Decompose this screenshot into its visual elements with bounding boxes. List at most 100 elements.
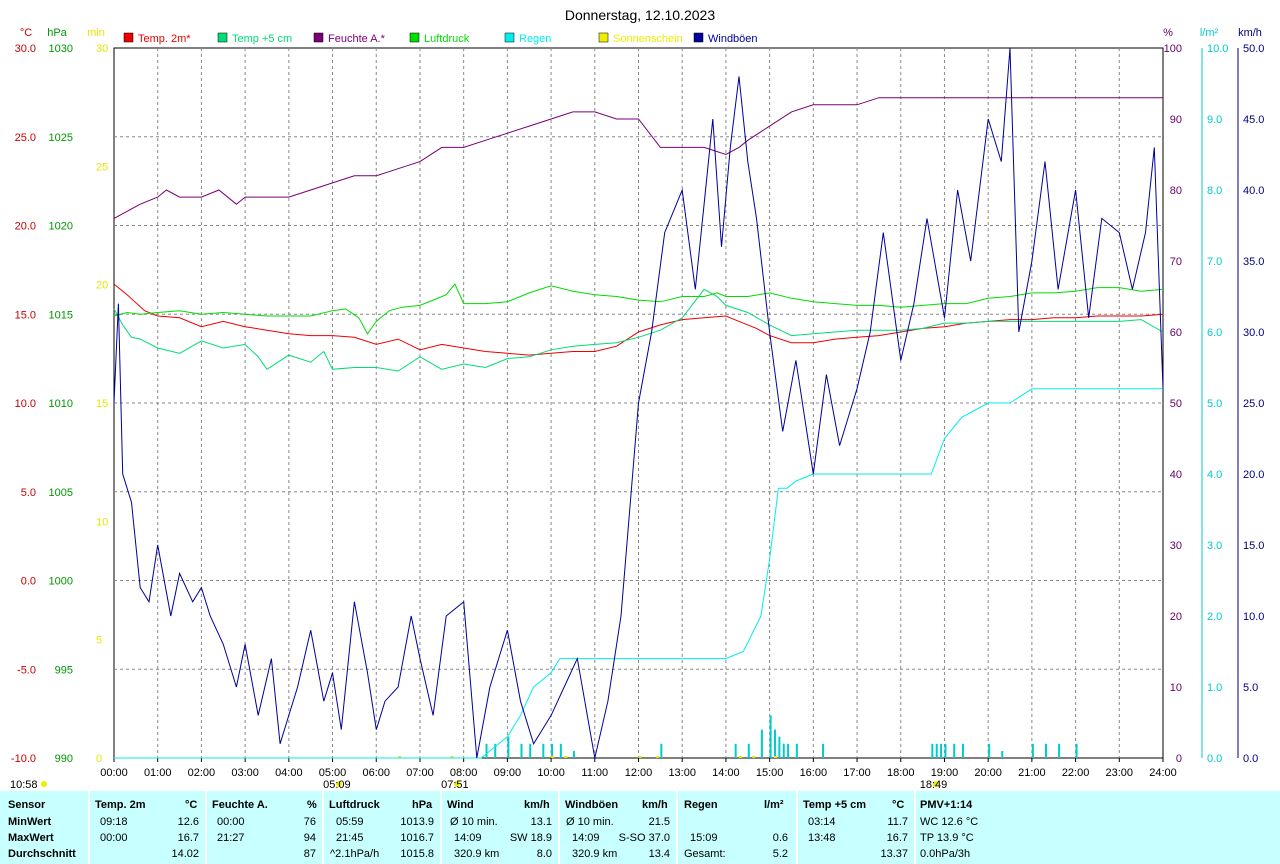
- rain-axis-tick: 2.0: [1207, 611, 1222, 623]
- rain-bar: [529, 743, 532, 758]
- pressure-title: Luftdruck: [329, 799, 380, 811]
- pressure-avg-label: ^2.1hPa/h: [330, 848, 380, 860]
- legend-label: Feuchte A.*: [328, 33, 386, 45]
- summary-col-pressure: Luftdruck hPa 05:59 1013.9 21:45 1016.7 …: [324, 791, 440, 864]
- x-axis-tick: 16:00: [800, 767, 828, 779]
- rain-bar: [507, 736, 510, 758]
- rain-bar: [542, 743, 545, 758]
- series-line-luftdruck: [113, 283, 1164, 335]
- sunshine-bar: [739, 756, 743, 758]
- rain-bar: [944, 743, 947, 758]
- rain-bar: [940, 743, 943, 758]
- pressure-axis-unit: hPa: [47, 27, 67, 39]
- temp-axis-tick: 10.0: [15, 398, 36, 410]
- humidity-axis-tick: 70: [1170, 256, 1182, 268]
- legend-label: Windböen: [708, 33, 758, 45]
- pressure-avg-val: 1015.8: [400, 848, 434, 860]
- rain-bar: [1044, 743, 1047, 758]
- temp5cm-min-time: 03:14: [808, 816, 836, 828]
- wind-unit: km/h: [524, 799, 550, 811]
- wind-axis-tick: 30.0: [1243, 327, 1264, 339]
- summary-col-labels: Sensor MinWert MaxWert Durchschnitt: [0, 791, 90, 864]
- temp5cm-max-time: 13:48: [808, 832, 836, 844]
- series-line-feuchte-a-: [113, 97, 1163, 219]
- legend-swatch: [123, 32, 134, 43]
- separator: [440, 791, 442, 864]
- pressure-axis-tick: 1030: [49, 43, 73, 55]
- humidity-avg-val: 87: [303, 848, 316, 860]
- temp-axis-tick: 25.0: [15, 132, 36, 144]
- temp5cm-max-val: 16.7: [886, 832, 908, 844]
- humidity-max-val: 94: [303, 832, 316, 844]
- legend-swatch: [693, 32, 704, 43]
- summary-col-pmv: PMV+1:14 WC 12.6 °C TP 13.9 °C 0.0hPa/3h: [916, 791, 1036, 864]
- legend-label: Luftdruck: [424, 33, 470, 45]
- rain-bar: [988, 743, 991, 758]
- legend-label: Sonnenschein: [613, 33, 683, 45]
- humidity-unit: %: [307, 799, 317, 811]
- pressure-max-time: 21:45: [336, 832, 364, 844]
- x-axis-tick: 02:00: [188, 767, 216, 779]
- rain-axis-unit: l/m²: [1200, 27, 1219, 39]
- wind-avg-val: 8.0: [536, 848, 552, 860]
- rain-avg-val: 5.2: [772, 848, 788, 860]
- humidity-axis-tick: 40: [1170, 469, 1182, 481]
- humidity-title: Feuchte A.: [212, 799, 268, 811]
- rain-bar: [520, 743, 523, 758]
- sunshine-bar: [564, 756, 568, 758]
- rain-bar: [485, 743, 488, 758]
- rain-avg-label: Gesamt:: [684, 848, 726, 860]
- gusts-min-label: Ø 10 min.: [566, 816, 614, 828]
- rain-bar: [559, 743, 562, 758]
- chart-title: Donnerstag, 12.10.2023: [565, 7, 715, 23]
- x-axis-tick: 07:00: [406, 767, 434, 779]
- separator: [914, 791, 916, 864]
- sun-marker: [336, 781, 343, 787]
- humidity-axis-tick: 20: [1170, 611, 1182, 623]
- legend-label: Temp +5 cm: [232, 33, 292, 45]
- legend-swatch: [217, 32, 228, 43]
- x-axis-tick: 20:00: [974, 767, 1002, 779]
- temp-axis-tick: -5.0: [17, 664, 36, 676]
- temp5cm-unit: °C: [892, 799, 905, 811]
- rain-axis-tick: 5.0: [1207, 398, 1222, 410]
- rain-bar: [935, 743, 938, 758]
- rain-max-val: 0.6: [772, 832, 788, 844]
- series-line-temp-5-cm: [113, 288, 1164, 372]
- sun-axis-tick: 15: [96, 398, 108, 410]
- legend: Temp. 2m* Temp +5 cm Feuchte A.* Luftdruck R…: [123, 32, 758, 45]
- sunshine-bar: [752, 756, 756, 758]
- grid: [114, 48, 1163, 758]
- separator: [205, 791, 207, 864]
- sun-axis-tick: 5: [96, 635, 102, 647]
- sun-axis-tick: 0: [96, 753, 102, 765]
- row-label-min: MinWert: [8, 816, 52, 828]
- sunshine-bar: [450, 756, 454, 758]
- wind-axis-tick: 15.0: [1243, 540, 1264, 552]
- separator: [88, 791, 90, 864]
- x-axis-tick: 05:00: [319, 767, 347, 779]
- sunshine-bar: [398, 756, 402, 758]
- rain-bar: [1001, 750, 1004, 758]
- temp-axis-tick: 30.0: [15, 43, 36, 55]
- row-label-header: Sensor: [8, 799, 46, 811]
- x-axis-tick: 10:00: [537, 767, 565, 779]
- pressure-axis-tick: 1015: [49, 309, 73, 321]
- wind-axis-tick: 50.0: [1243, 43, 1264, 55]
- temp5cm-title: Temp +5 cm: [803, 799, 867, 811]
- rain-bar: [760, 729, 763, 758]
- temp2m-min-time: 09:18: [100, 816, 128, 828]
- temp-axis-tick: 15.0: [15, 309, 36, 321]
- pressure-min-val: 1013.9: [400, 816, 434, 828]
- rain-bar: [782, 743, 785, 758]
- temp2m-min-val: 12.6: [177, 816, 199, 828]
- legend-label: Regen: [519, 33, 551, 45]
- sun-axis-tick: 30: [96, 43, 108, 55]
- sun-axis-tick: 25: [96, 161, 108, 173]
- sun-axis-tick: 10: [96, 516, 108, 528]
- humidity-axis-tick: 30: [1170, 540, 1182, 552]
- pressure-axis-tick: 1000: [49, 576, 73, 588]
- weather-chart: Donnerstag, 12.10.2023 30.0 25.0 20.0 15.0 10…: [10, 7, 1264, 791]
- sunshine-bar: [655, 756, 659, 758]
- x-axis-tick: 04:00: [275, 767, 303, 779]
